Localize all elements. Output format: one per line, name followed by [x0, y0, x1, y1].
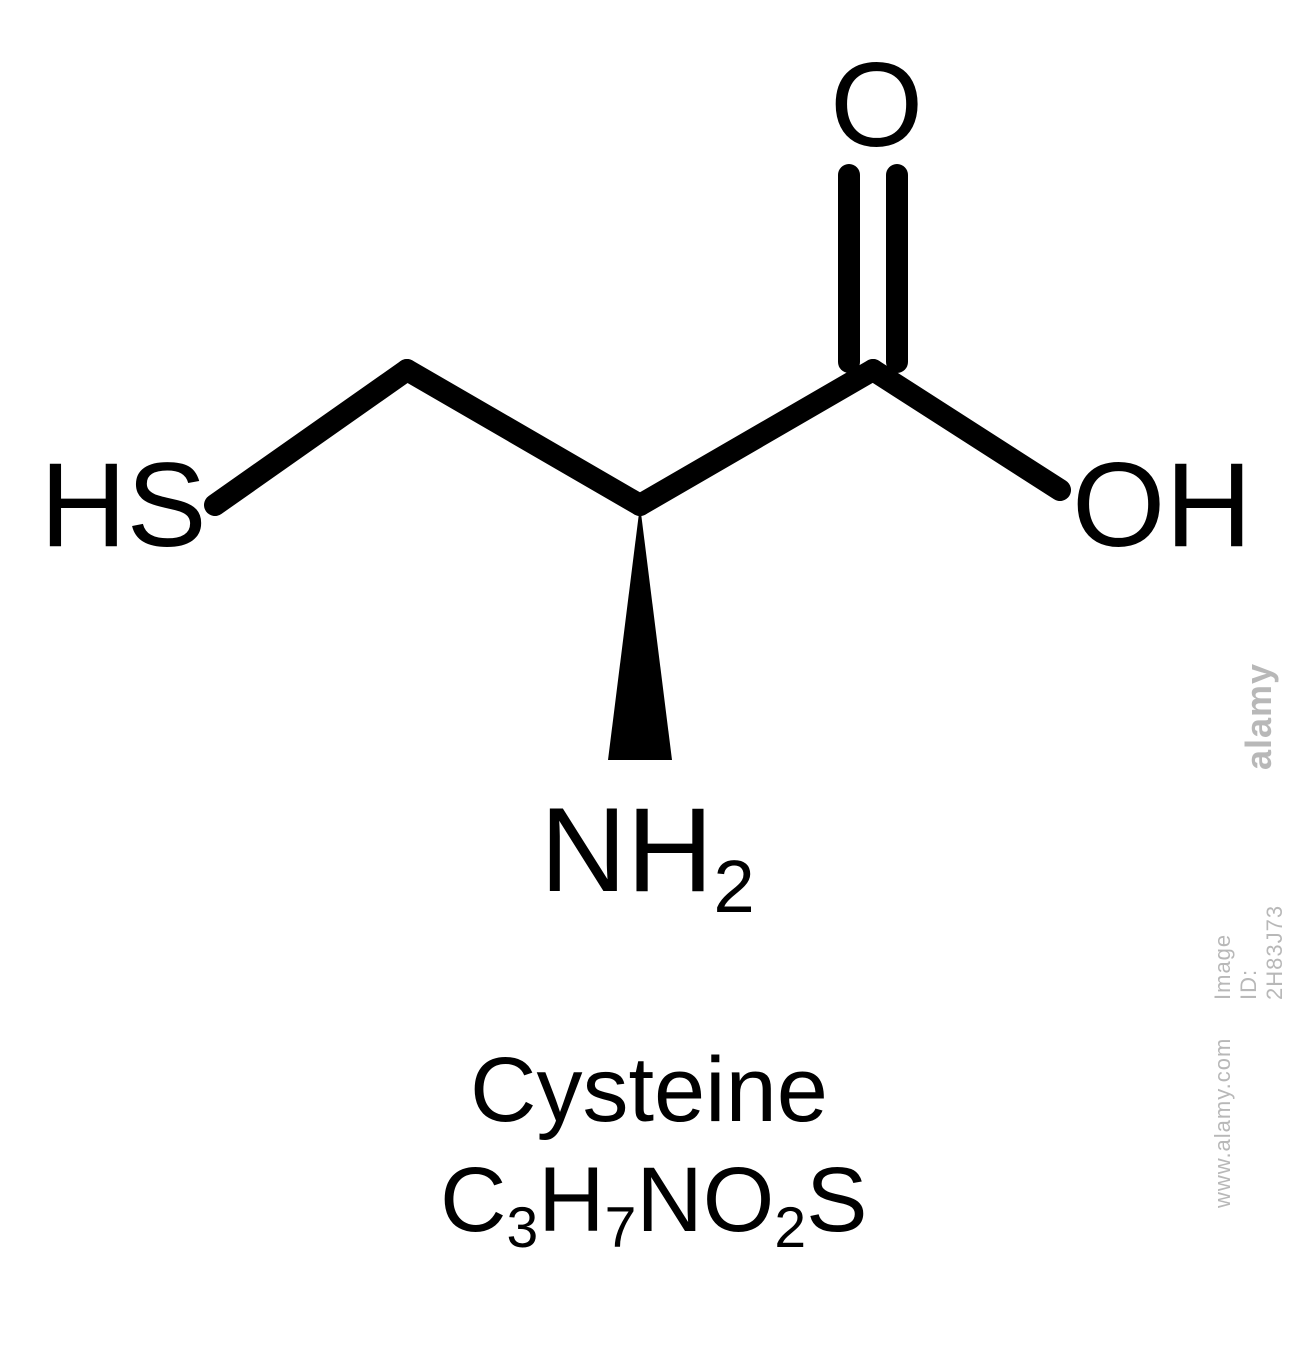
- watermark-url: www.alamy.com: [1210, 1038, 1236, 1208]
- atom-oh: OH: [1072, 445, 1252, 565]
- watermark-brand: alamy: [1238, 663, 1280, 770]
- molecular-formula: C3H7NO2S: [440, 1150, 867, 1251]
- watermark-id: Image ID: 2H83J73: [1210, 905, 1288, 1000]
- atom-o: O: [830, 45, 923, 165]
- compound-name: Cysteine: [470, 1040, 828, 1141]
- structure-svg: [0, 0, 1300, 1347]
- atom-nh2: NH2: [540, 790, 755, 910]
- atom-hs: HS: [40, 445, 207, 565]
- chemical-diagram: HS OH O NH2 Cysteine C3H7NO2S alamy Imag…: [0, 0, 1300, 1347]
